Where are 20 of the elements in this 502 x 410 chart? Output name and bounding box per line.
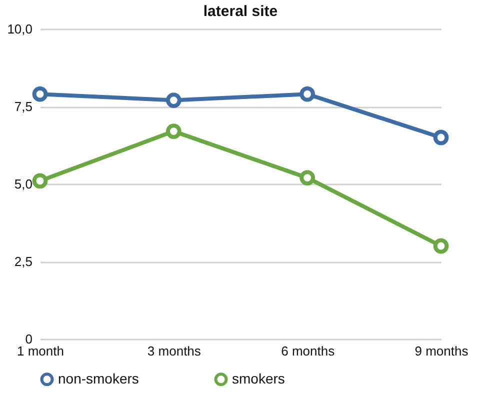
y-tick-label: 2,5: [14, 254, 32, 269]
y-tick-label: 7,5: [14, 99, 32, 114]
legend-label: non-smokers: [58, 370, 139, 386]
point: [300, 86, 316, 102]
point: [32, 86, 48, 102]
y-tick-label: 0: [25, 332, 32, 346]
y-tick-label: 5,0: [14, 176, 32, 192]
point: [300, 170, 316, 186]
x-tick-label: 3 months: [147, 344, 202, 358]
point: [166, 124, 182, 139]
point: [32, 173, 48, 189]
x-tick-label: 1 month: [17, 344, 64, 358]
legend-label: smokers: [232, 370, 285, 386]
point: [433, 238, 449, 254]
y-tick-label: 10,0: [7, 22, 32, 36]
point: [166, 92, 182, 108]
x-tick-label: 6 months: [281, 344, 336, 358]
point: [433, 130, 449, 146]
chart-title: lateral site: [203, 3, 278, 20]
x-tick-label: 9 months: [414, 344, 469, 358]
